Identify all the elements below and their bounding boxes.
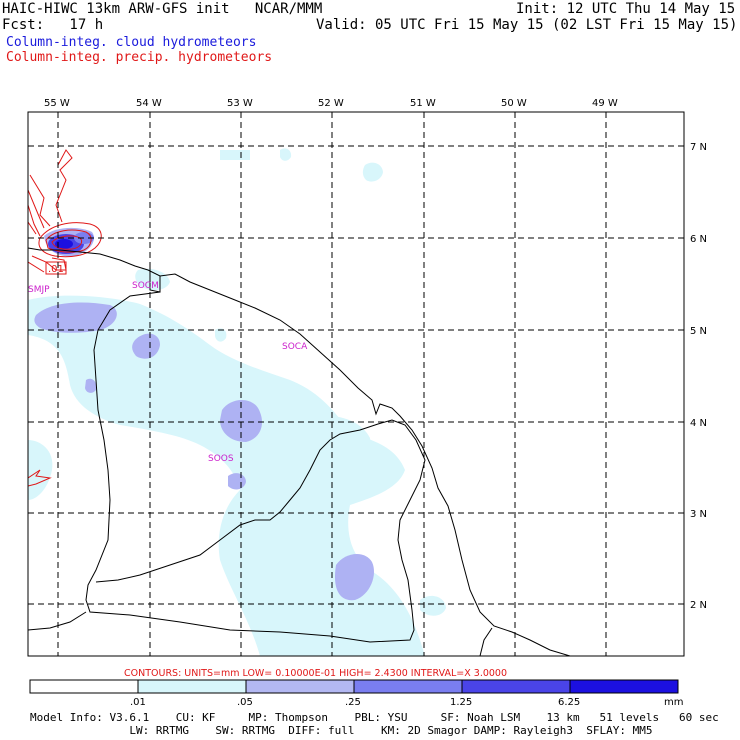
station-soos: SOOS [208, 454, 234, 464]
map-frame [27, 111, 685, 657]
plot-title: HAIC-HIWC 13km ARW-GFS init NCAR/MMM [2, 1, 323, 17]
lat-label: 7 N [690, 142, 707, 153]
contour-info: CONTOURS: UNITS=mm LOW= 0.10000E-01 HIGH… [124, 668, 507, 679]
colorbar-labels: .01 .05 .25 1.25 6.25 mm [130, 697, 683, 708]
latitude-labels: 7 N 6 N 5 N 4 N 3 N 2 N [690, 142, 707, 611]
lon-label: 55 W [44, 98, 70, 109]
lon-label: 50 W [501, 98, 527, 109]
lon-label: 52 W [318, 98, 344, 109]
colorbar-level: 6.25 [558, 697, 580, 708]
lon-label: 54 W [136, 98, 162, 109]
graticule [28, 112, 684, 656]
station-smjp: SMJP [28, 285, 50, 295]
map-panel [28, 148, 571, 656]
colorbar [29, 679, 679, 694]
lon-label: 53 W [227, 98, 253, 109]
colorbar-bin-2 [245, 679, 355, 694]
forecast-hour: Fcst: 17 h [2, 17, 104, 33]
station-soca: SOCA [282, 342, 308, 352]
lat-label: 2 N [690, 600, 707, 611]
colorbar-bin-3 [353, 679, 463, 694]
colorbar-level: 1.25 [450, 697, 472, 708]
model-info-line2: LW: RRTMG SW: RRTMG DIFF: full KM: 2D Sm… [30, 724, 653, 737]
init-time: Init: 12 UTC Thu 14 May 15 [516, 1, 736, 17]
contour-value-label: .01 [48, 264, 64, 275]
colorbar-level: .01 [130, 697, 146, 708]
lat-label: 5 N [690, 326, 707, 337]
colorbar-level: .25 [345, 697, 361, 708]
precip-contours [28, 149, 102, 487]
colorbar-bin-1 [137, 679, 247, 694]
valid-time: Valid: 05 UTC Fri 15 May 15 (02 LST Fri … [316, 17, 738, 33]
longitude-labels: 55 W 54 W 53 W 52 W 51 W 50 W 49 W [44, 98, 618, 109]
tick-marks [57, 112, 684, 605]
field-cloud-label: Column-integ. cloud hydrometeors [6, 35, 257, 50]
lat-label: 3 N [690, 509, 707, 520]
colorbar-unit: mm [664, 697, 683, 708]
cloud-shading-medium [34, 227, 375, 601]
station-socm: SOCM [132, 281, 159, 291]
colorbar-level: .05 [237, 697, 253, 708]
station-labels: SMJP SOCM SOCA SOOS [28, 281, 308, 464]
field-precip-label: Column-integ. precip. hydrometeors [6, 50, 273, 65]
colorbar-bin-0 [29, 679, 139, 694]
colorbar-bin-4 [461, 679, 571, 694]
lat-label: 6 N [690, 234, 707, 245]
lon-label: 49 W [592, 98, 618, 109]
model-info-line1: Model Info: V3.6.1 CU: KF MP: Thompson P… [30, 711, 719, 724]
colorbar-bin-5 [569, 679, 679, 694]
lat-label: 4 N [690, 418, 707, 429]
lon-label: 51 W [410, 98, 436, 109]
